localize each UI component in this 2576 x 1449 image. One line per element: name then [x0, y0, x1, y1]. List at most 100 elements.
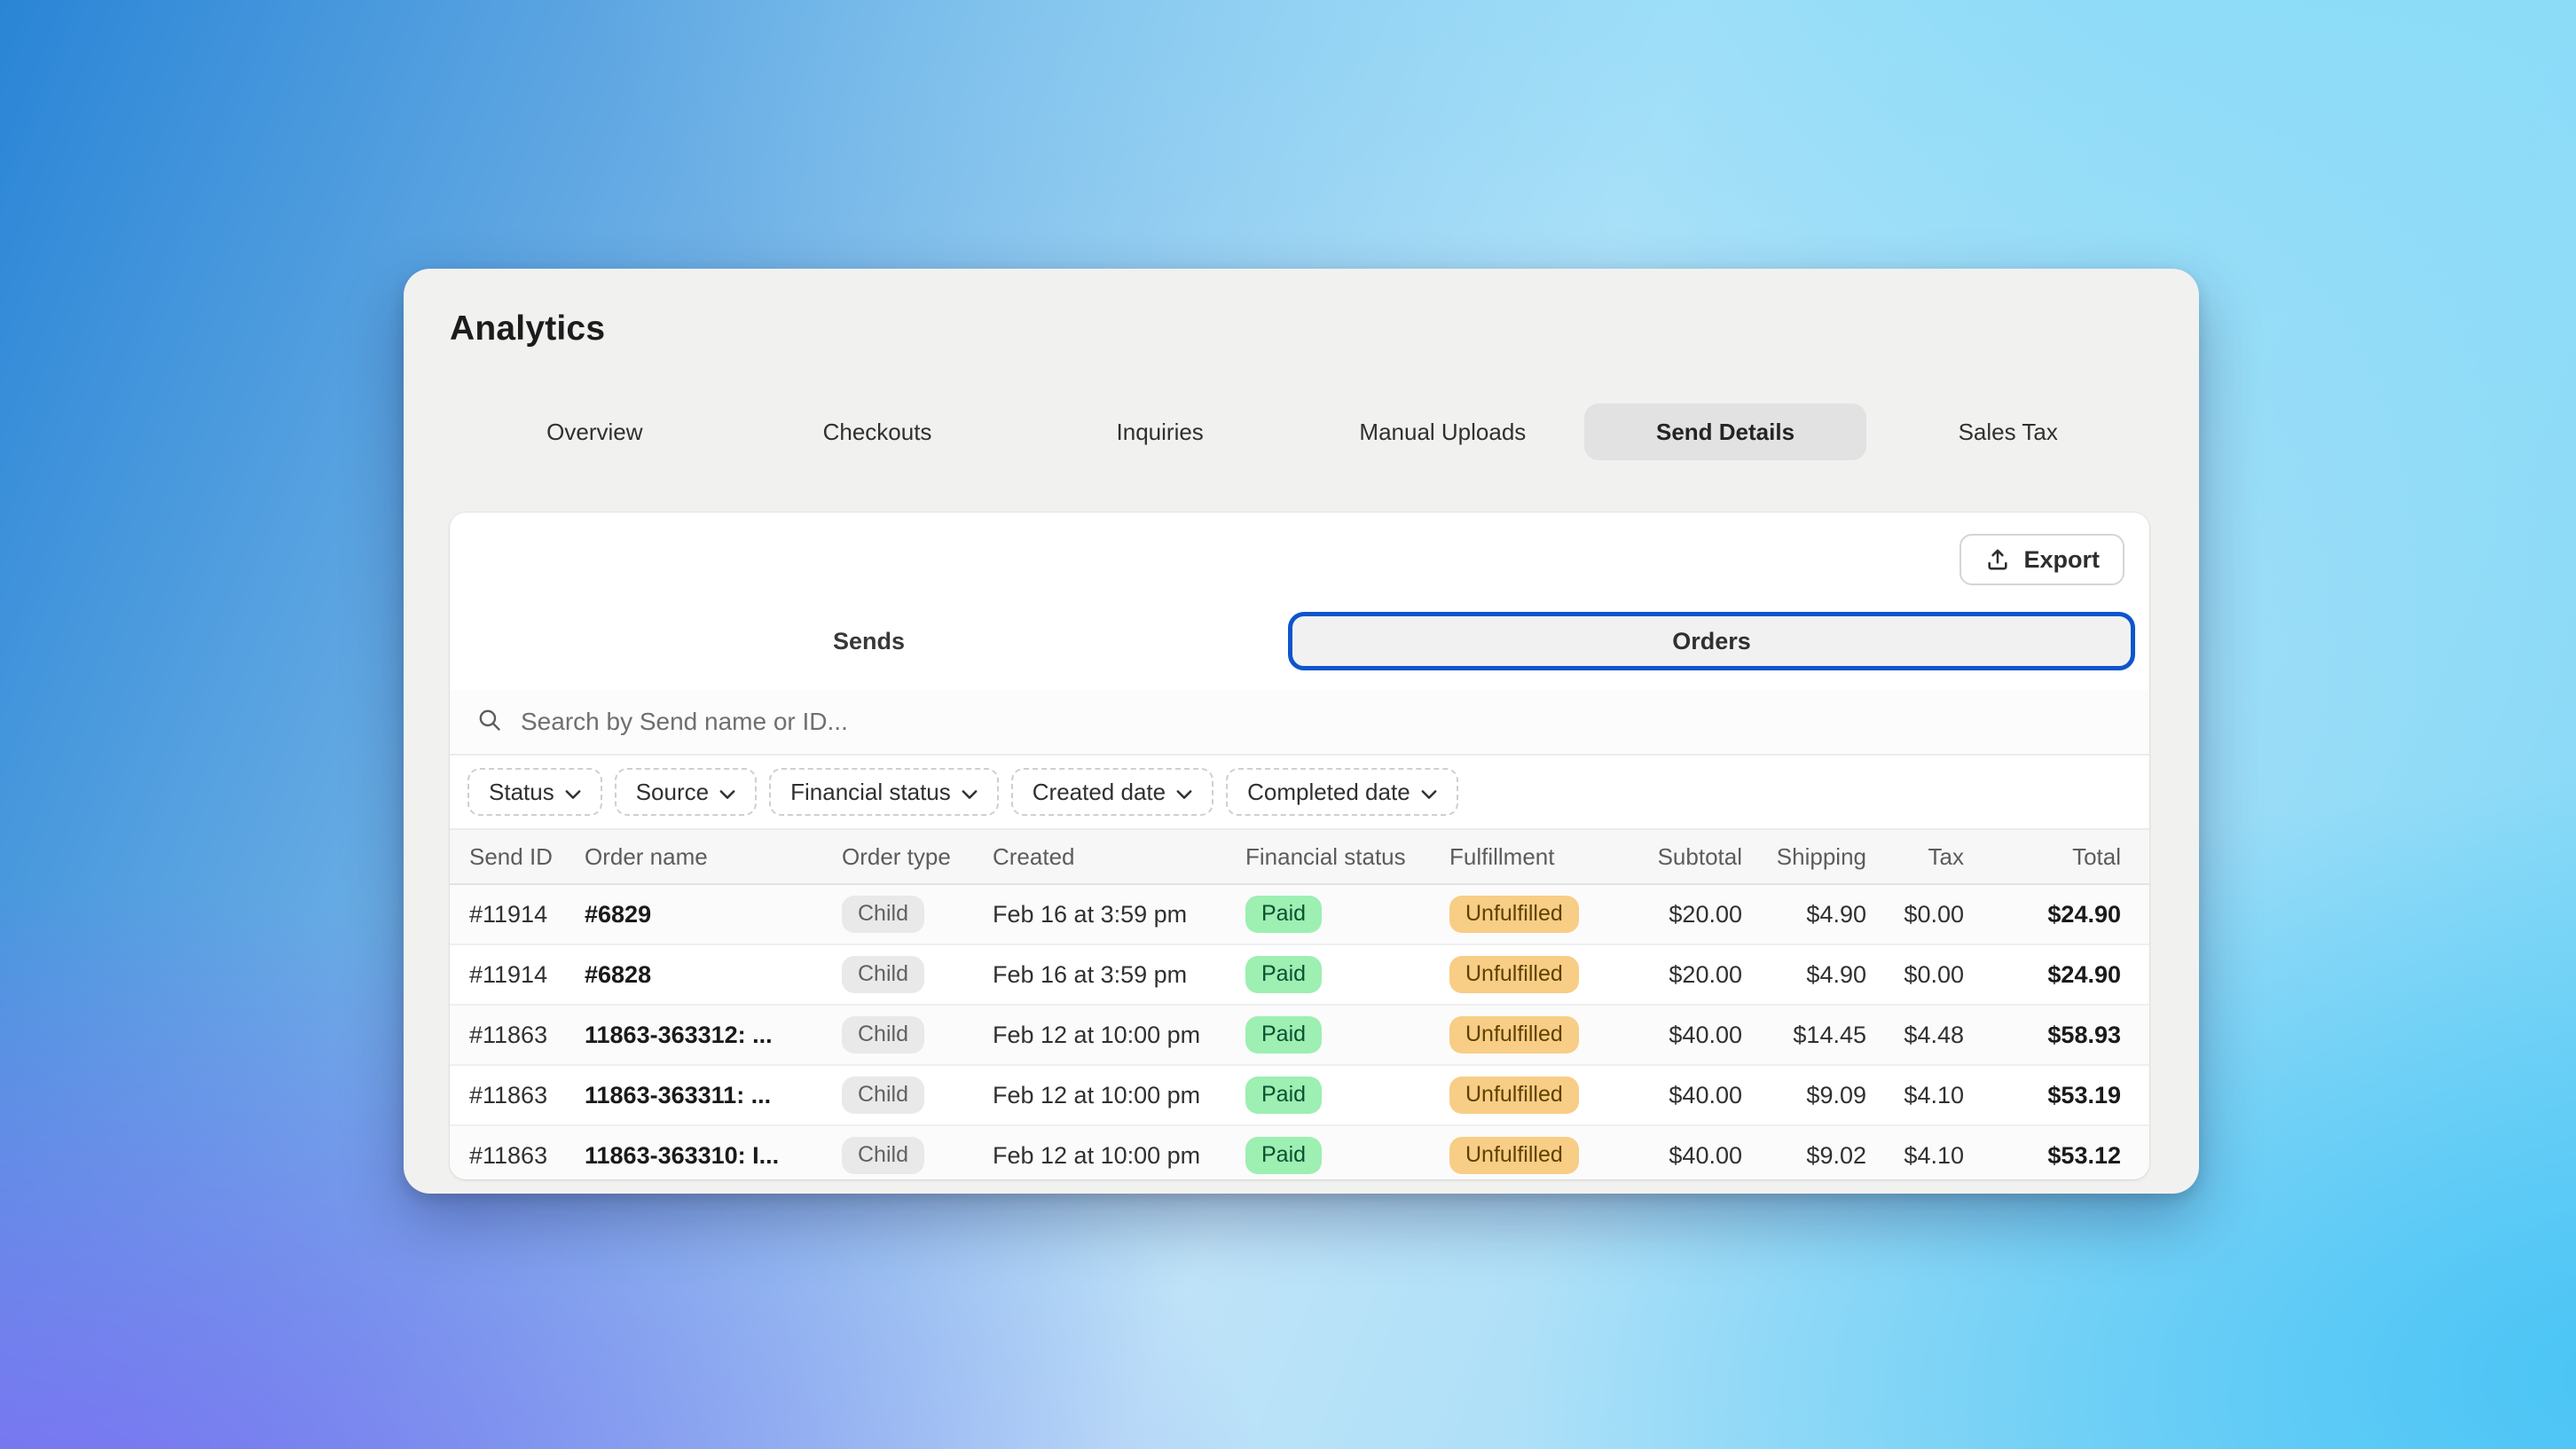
total-cell: $24.90 [2047, 900, 2121, 928]
fulfillment-cell: Unfulfilled [1449, 1077, 1636, 1114]
search-input[interactable] [519, 707, 2123, 737]
filter-created-date[interactable]: Created date [1010, 768, 1214, 816]
page-title: Analytics [450, 309, 606, 348]
fulfillment-badge: Unfulfilled [1449, 896, 1579, 933]
filter-completed-date-label: Completed date [1247, 778, 1410, 805]
analytics-card: Analytics Overview Checkouts Inquiries M… [404, 269, 2199, 1194]
financial-status-badge: Paid [1245, 896, 1323, 933]
table-body: #11914 #6829 Child Feb 16 at 3:59 pm Pai… [450, 885, 2149, 1179]
segment-sends[interactable]: Sends [832, 627, 906, 654]
send-id-cell: #11863 [469, 1141, 548, 1169]
export-row: Export [450, 513, 2149, 594]
financial-status-badge: Paid [1245, 1137, 1323, 1174]
subtotal-cell: $20.00 [1669, 900, 1742, 928]
export-button[interactable]: Export [1959, 534, 2124, 585]
tax-cell: $0.00 [1904, 900, 1964, 928]
tab-inquiries[interactable]: Inquiries [1116, 418, 1204, 445]
subtotal-cell: $40.00 [1669, 1081, 1742, 1108]
table-row[interactable]: #11863 11863-363310: I... Child Feb 12 a… [450, 1126, 2149, 1179]
subtotal-cell: $20.00 [1669, 960, 1742, 988]
upload-icon [1984, 546, 2011, 573]
tab-sales-tax[interactable]: Sales Tax [1958, 418, 2058, 445]
sends-orders-toggle: Sends Orders [450, 612, 2135, 670]
order-type-badge: Child [842, 956, 924, 993]
filter-source-label: Source [635, 778, 710, 805]
order-name-link[interactable]: #6828 [585, 960, 652, 988]
col-created: Created [993, 842, 1075, 870]
col-subtotal: Subtotal [1657, 842, 1742, 870]
order-name-link[interactable]: 11863-363311: ... [585, 1081, 772, 1108]
order-name-link[interactable]: 11863-363310: I... [585, 1141, 780, 1169]
table-row[interactable]: #11914 #6829 Child Feb 16 at 3:59 pm Pai… [450, 885, 2149, 945]
fulfillment-cell: Unfulfilled [1449, 1016, 1636, 1053]
table-row[interactable]: #11863 11863-363311: ... Child Feb 12 at… [450, 1066, 2149, 1126]
fulfillment-badge: Unfulfilled [1449, 1137, 1579, 1174]
send-id-cell: #11863 [469, 1081, 548, 1108]
filter-created-date-label: Created date [1032, 778, 1166, 805]
fulfillment-badge: Unfulfilled [1449, 1077, 1579, 1114]
search-icon [476, 707, 503, 738]
financial-status-cell: Paid [1245, 1077, 1449, 1114]
tax-cell: $4.48 [1904, 1021, 1964, 1048]
fulfillment-cell: Unfulfilled [1449, 896, 1636, 933]
created-cell: Feb 12 at 10:00 pm [993, 1141, 1201, 1169]
table-header: Send ID Order name Order type Created Fi… [450, 830, 2149, 885]
total-cell: $24.90 [2047, 960, 2121, 988]
fulfillment-badge: Unfulfilled [1449, 956, 1579, 993]
fulfillment-cell: Unfulfilled [1449, 1137, 1636, 1174]
order-name-link[interactable]: #6829 [585, 900, 652, 928]
total-cell: $58.93 [2047, 1021, 2121, 1048]
tab-checkouts[interactable]: Checkouts [822, 418, 932, 445]
order-type-cell: Child [842, 1077, 993, 1114]
col-fulfillment: Fulfillment [1449, 842, 1555, 870]
financial-status-badge: Paid [1245, 1016, 1323, 1053]
created-cell: Feb 12 at 10:00 pm [993, 1081, 1201, 1108]
created-cell: Feb 12 at 10:00 pm [993, 1021, 1201, 1048]
financial-status-cell: Paid [1245, 956, 1449, 993]
filter-status-label: Status [489, 778, 554, 805]
col-send-id: Send ID [469, 842, 553, 870]
shipping-cell: $4.90 [1806, 900, 1866, 928]
created-cell: Feb 16 at 3:59 pm [993, 900, 1188, 928]
order-type-badge: Child [842, 896, 924, 933]
order-type-cell: Child [842, 956, 993, 993]
search-bar [450, 690, 2149, 756]
table-row[interactable]: #11914 #6828 Child Feb 16 at 3:59 pm Pai… [450, 945, 2149, 1006]
total-cell: $53.12 [2047, 1141, 2121, 1169]
tab-overview[interactable]: Overview [546, 418, 643, 445]
order-type-badge: Child [842, 1137, 924, 1174]
financial-status-badge: Paid [1245, 1077, 1323, 1114]
order-type-cell: Child [842, 1137, 993, 1174]
shipping-cell: $14.45 [1793, 1021, 1866, 1048]
tax-cell: $0.00 [1904, 960, 1964, 988]
financial-status-cell: Paid [1245, 896, 1449, 933]
filter-chips-row: Status Source Financial status Created d… [450, 756, 2149, 830]
chevron-down-icon [565, 779, 581, 806]
order-name-link[interactable]: 11863-363312: ... [585, 1021, 773, 1048]
filter-status[interactable]: Status [467, 768, 602, 816]
table-row[interactable]: #11863 11863-363312: ... Child Feb 12 at… [450, 1006, 2149, 1066]
filter-completed-date[interactable]: Completed date [1226, 768, 1458, 816]
filter-financial-status[interactable]: Financial status [769, 768, 999, 816]
segment-orders[interactable]: Orders [1288, 612, 2135, 670]
fulfillment-cell: Unfulfilled [1449, 956, 1636, 993]
total-cell: $53.19 [2047, 1081, 2121, 1108]
chevron-down-icon [962, 779, 978, 806]
shipping-cell: $9.02 [1806, 1141, 1866, 1169]
tax-cell: $4.10 [1904, 1141, 1964, 1169]
tab-send-details[interactable]: Send Details [1583, 403, 1867, 460]
send-id-cell: #11914 [469, 960, 548, 988]
filter-source[interactable]: Source [614, 768, 758, 816]
chevron-down-icon [1421, 779, 1437, 806]
send-id-cell: #11914 [469, 900, 548, 928]
col-order-type: Order type [842, 842, 951, 870]
tax-cell: $4.10 [1904, 1081, 1964, 1108]
financial-status-cell: Paid [1245, 1016, 1449, 1053]
order-type-cell: Child [842, 1016, 993, 1053]
order-type-cell: Child [842, 896, 993, 933]
order-type-badge: Child [842, 1016, 924, 1053]
col-shipping: Shipping [1776, 842, 1866, 870]
financial-status-cell: Paid [1245, 1137, 1449, 1174]
tab-manual-uploads[interactable]: Manual Uploads [1359, 418, 1527, 445]
